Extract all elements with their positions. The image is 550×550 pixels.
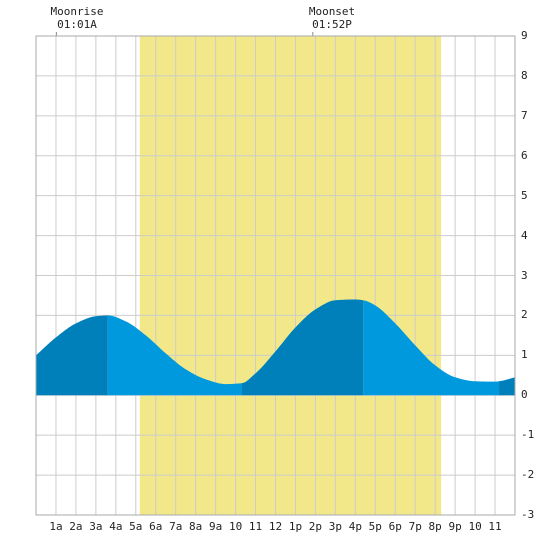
y-tick-label: -1 [521,428,535,442]
x-tick-label: 3a [89,520,103,533]
x-tick-label: 1a [49,520,63,533]
tide-area-high [241,299,364,396]
x-tick-label: 3p [328,520,342,533]
y-tick-label: 2 [521,308,528,322]
x-tick-label: 8a [189,520,203,533]
tide-area-low [107,315,242,396]
moonset-label: Moonset [308,5,356,18]
y-tick-label: 8 [521,68,528,82]
y-tick-label: 3 [521,268,528,282]
x-tick-label: 9a [209,520,223,533]
moonrise-time: 01:01A [57,18,97,31]
x-tick-label: 2a [69,520,83,533]
x-tick-label: 9p [448,520,462,533]
x-tick-label: 2p [308,520,323,533]
x-tick-label: 5a [129,520,143,533]
y-tick-label: 7 [521,108,528,122]
moonrise-label: Moonrise [50,5,104,18]
tide-area-low [363,300,500,396]
x-tick-label: 6a [149,520,163,533]
y-tick-label: 5 [521,188,528,202]
y-tick-label: 0 [521,388,528,402]
x-tick-label: 7p [408,520,422,533]
plot-border [35,35,516,516]
x-tick-label: 12 [268,520,283,533]
y-tick-label: 6 [521,148,528,162]
y-tick-label: -3 [521,508,535,521]
x-tick-label: 1p [288,520,303,533]
x-tick-label: 4a [109,520,123,533]
x-tick-label: 11 [488,520,502,533]
tide-area-high [499,377,515,396]
y-tick-label: 1 [521,348,528,362]
y-tick-label: 4 [521,228,528,242]
x-tick-label: 11 [248,520,263,533]
x-tick-label: 10 [228,520,243,533]
x-tick-label: 8p [428,520,442,533]
y-tick-label: 9 [521,29,528,42]
x-tick-label: 10 [468,520,482,533]
x-tick-label: 7a [169,520,183,533]
x-tick-label: 4p [348,520,362,533]
y-tick-label: -2 [521,468,535,482]
moonset-time: 01:52P [312,18,352,31]
tide-area-high [36,315,108,396]
x-tick-label: 5p [368,520,382,533]
x-tick-label: 6p [388,520,402,533]
